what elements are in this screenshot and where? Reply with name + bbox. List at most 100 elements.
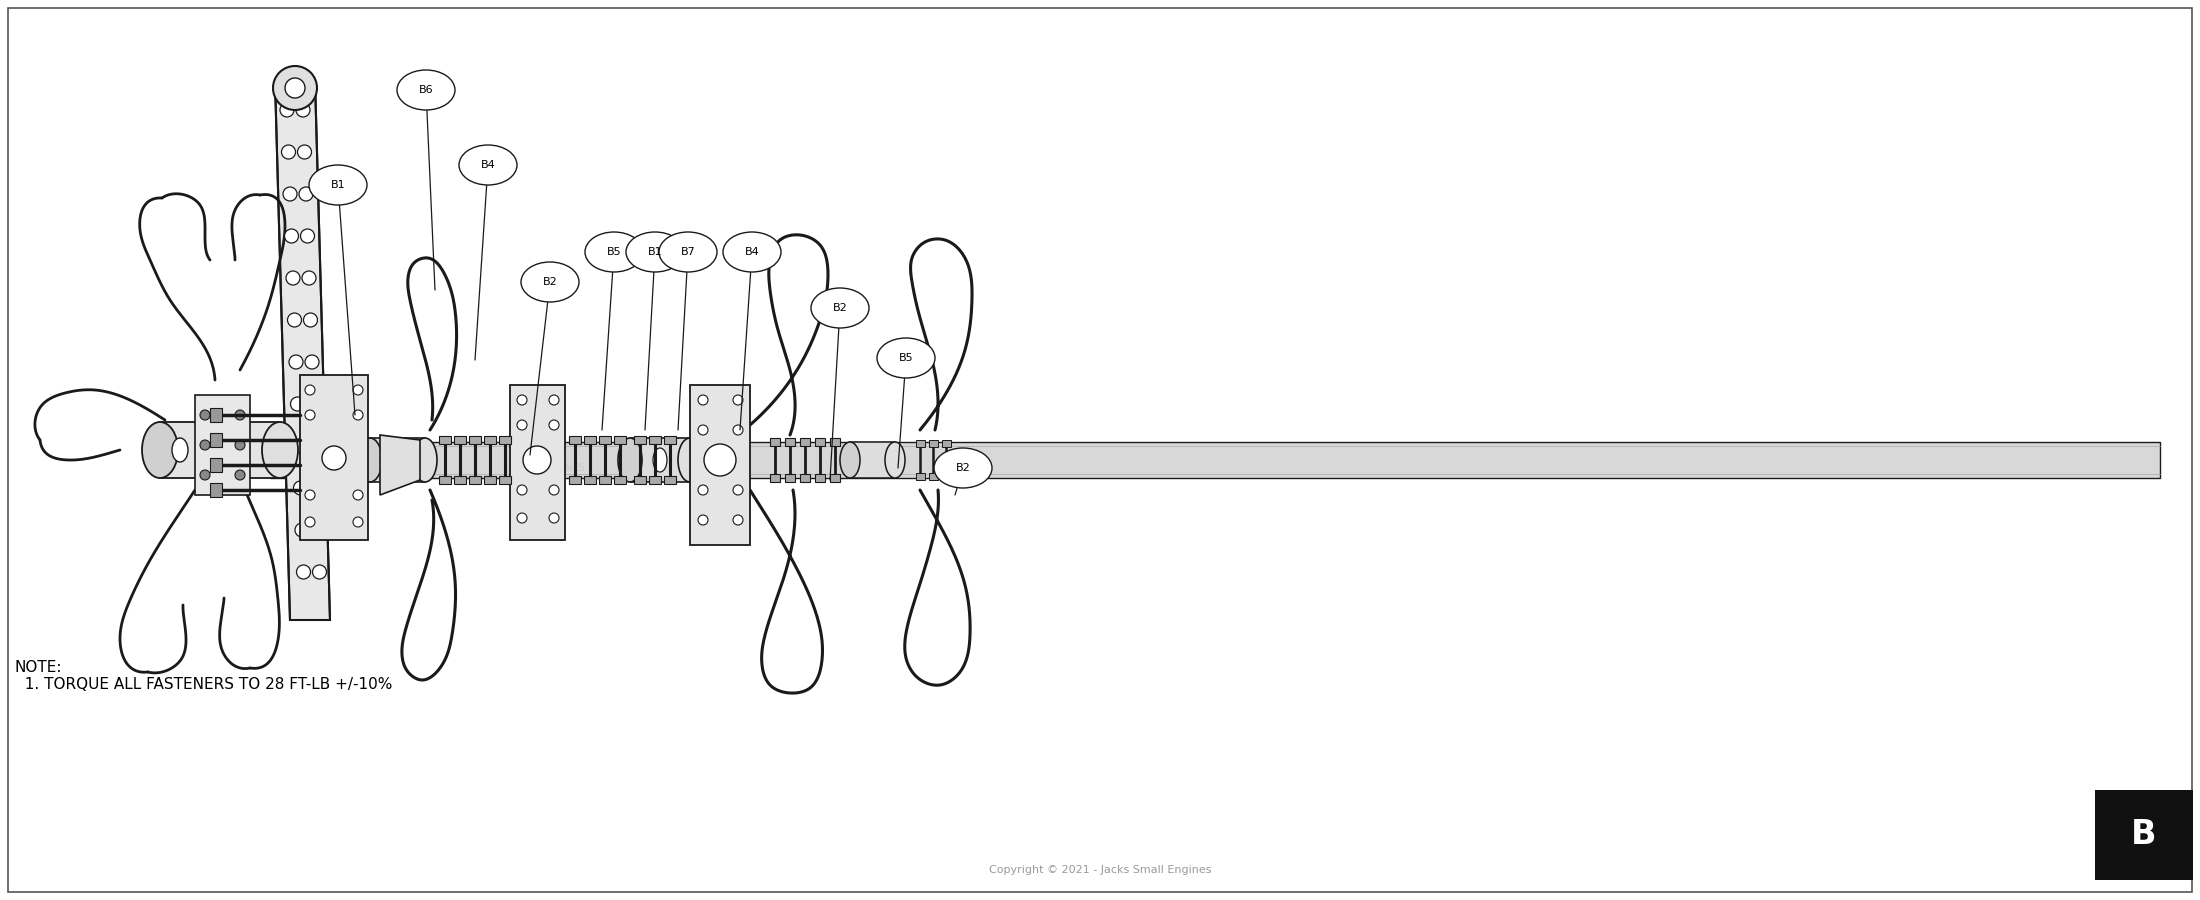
Ellipse shape: [389, 448, 405, 472]
Circle shape: [288, 313, 301, 327]
Bar: [770, 474, 781, 482]
Text: B1: B1: [330, 180, 345, 190]
Circle shape: [284, 187, 297, 201]
Polygon shape: [275, 80, 330, 620]
Circle shape: [293, 481, 308, 495]
Bar: [469, 436, 482, 444]
Circle shape: [235, 470, 244, 480]
Ellipse shape: [414, 438, 438, 482]
Circle shape: [286, 271, 299, 285]
Bar: [928, 473, 937, 480]
Bar: [370, 438, 425, 482]
Circle shape: [697, 395, 708, 405]
Bar: [614, 476, 627, 484]
Circle shape: [310, 523, 326, 537]
Text: Copyright © 2021 - Jacks Small Engines: Copyright © 2021 - Jacks Small Engines: [988, 865, 1212, 875]
Text: SMALL ENGINES: SMALL ENGINES: [506, 463, 585, 473]
Bar: [209, 483, 222, 497]
Circle shape: [524, 446, 550, 474]
Bar: [785, 438, 794, 446]
Bar: [484, 436, 495, 444]
Text: B4: B4: [744, 247, 759, 257]
Bar: [829, 474, 840, 482]
Ellipse shape: [521, 262, 579, 302]
Ellipse shape: [262, 422, 297, 478]
Ellipse shape: [840, 442, 860, 478]
Ellipse shape: [884, 442, 904, 478]
Bar: [499, 476, 510, 484]
Bar: [484, 476, 495, 484]
Bar: [785, 474, 794, 482]
Ellipse shape: [460, 145, 517, 185]
Text: B1: B1: [647, 247, 662, 257]
Circle shape: [297, 103, 310, 117]
Circle shape: [517, 420, 528, 430]
Ellipse shape: [653, 448, 667, 472]
Ellipse shape: [396, 70, 455, 110]
Text: NOTE:
  1. TORQUE ALL FASTENERS TO 28 FT-LB +/-10%: NOTE: 1. TORQUE ALL FASTENERS TO 28 FT-L…: [15, 660, 392, 692]
Circle shape: [293, 439, 306, 453]
Bar: [499, 436, 510, 444]
Bar: [453, 476, 466, 484]
Polygon shape: [381, 435, 420, 495]
Circle shape: [200, 470, 209, 480]
Bar: [691, 385, 750, 545]
Text: B5: B5: [607, 247, 620, 257]
Text: B2: B2: [955, 463, 970, 473]
Text: W: W: [524, 426, 565, 464]
Ellipse shape: [935, 448, 992, 488]
Circle shape: [697, 425, 708, 435]
Bar: [814, 474, 825, 482]
Bar: [570, 476, 581, 484]
Bar: [209, 408, 222, 422]
Ellipse shape: [143, 422, 178, 478]
Circle shape: [297, 565, 310, 579]
Ellipse shape: [618, 438, 642, 482]
Circle shape: [733, 485, 744, 495]
Text: B: B: [2132, 818, 2156, 851]
Bar: [196, 395, 251, 495]
Circle shape: [279, 103, 295, 117]
Circle shape: [733, 425, 744, 435]
Bar: [942, 440, 950, 447]
Bar: [469, 476, 482, 484]
Bar: [209, 458, 222, 472]
Circle shape: [517, 485, 528, 495]
Bar: [928, 440, 937, 447]
Bar: [583, 476, 596, 484]
Bar: [649, 476, 660, 484]
Text: B2: B2: [543, 277, 557, 287]
Bar: [598, 436, 612, 444]
Text: B5: B5: [898, 353, 913, 363]
Ellipse shape: [359, 438, 383, 482]
Circle shape: [304, 313, 317, 327]
Bar: [570, 436, 581, 444]
Circle shape: [550, 485, 559, 495]
Circle shape: [733, 515, 744, 525]
Circle shape: [352, 517, 363, 527]
Circle shape: [697, 515, 708, 525]
Ellipse shape: [812, 288, 869, 328]
Circle shape: [301, 271, 317, 285]
Bar: [510, 385, 565, 540]
Text: B7: B7: [680, 247, 695, 257]
Bar: [829, 438, 840, 446]
Circle shape: [321, 446, 345, 470]
Ellipse shape: [627, 232, 684, 272]
Ellipse shape: [172, 438, 187, 462]
Circle shape: [517, 395, 528, 405]
Bar: [440, 436, 451, 444]
Circle shape: [286, 78, 306, 98]
Circle shape: [273, 66, 317, 110]
Circle shape: [299, 187, 312, 201]
Circle shape: [282, 145, 295, 159]
Bar: [770, 438, 781, 446]
Circle shape: [306, 410, 315, 420]
Text: B6: B6: [418, 85, 433, 95]
Bar: [801, 438, 810, 446]
Circle shape: [306, 490, 315, 500]
Bar: [634, 476, 647, 484]
Bar: [634, 436, 647, 444]
Circle shape: [352, 385, 363, 395]
Bar: [440, 476, 451, 484]
